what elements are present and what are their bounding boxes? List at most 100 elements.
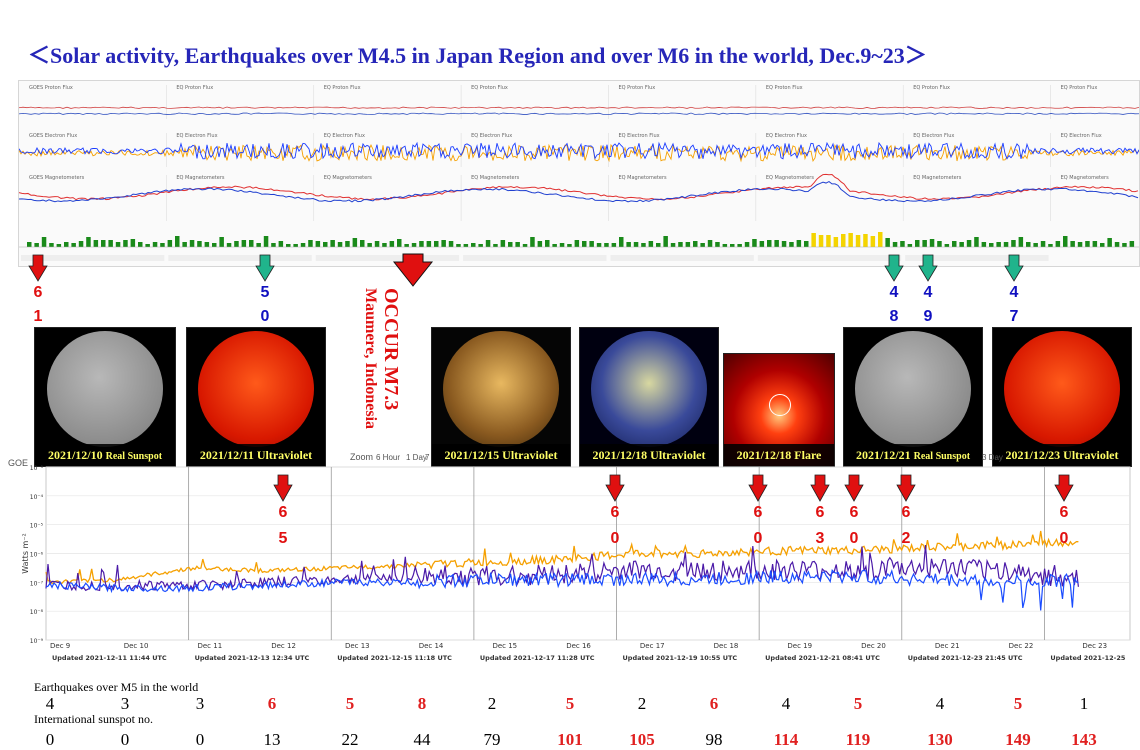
arrow-magnitude: 6 [33, 284, 43, 301]
kp-bar [656, 243, 661, 247]
panel-label: EQ Magnetometers [766, 175, 815, 181]
magnetometer-line [18, 180, 1139, 203]
x-tick-label: Dec 23 [1082, 642, 1107, 650]
kp-bar [93, 240, 99, 247]
sun-disc [198, 331, 314, 447]
kp-bar [286, 244, 291, 247]
occur-annotation: OCCUR M7.3 Maumere, Indonesia [362, 288, 432, 458]
kp-bar [1085, 241, 1090, 247]
earthquake-arrow [255, 254, 275, 282]
sun-date: 2021/12/21 [855, 448, 914, 462]
x-tick-label: Dec 21 [935, 642, 960, 650]
zoom-option[interactable]: 1 Day [406, 453, 427, 462]
arrow-magnitude: 9 [923, 308, 933, 325]
panel-label: EQ Electron Flux [766, 133, 807, 139]
kp-bar [1026, 242, 1031, 247]
earthquake-arrow [884, 254, 904, 282]
sun-kind: Ultraviolet [256, 448, 313, 462]
xray-series-line [45, 568, 1079, 611]
x-tick-label: Dec 20 [861, 642, 886, 650]
kp-bar [263, 236, 269, 247]
panel-label: GOES Magnetometers [29, 175, 85, 181]
kp-bar [1129, 241, 1135, 247]
kp-bar [323, 242, 328, 247]
x-tick-label: Dec 11 [197, 642, 222, 650]
zoom-label: Zoom [350, 452, 374, 462]
eq-count: 5 [565, 694, 575, 713]
top-arrows [28, 253, 1024, 287]
kp-bar [1048, 244, 1053, 247]
sunspot-number: 143 [1071, 730, 1097, 749]
kp-bar [907, 244, 913, 247]
kp-bar [56, 244, 62, 247]
zoom-bar[interactable]: Zoom 6 Hour 1 Day [350, 452, 440, 464]
kp-bar [352, 238, 358, 247]
kp-bar [419, 241, 424, 247]
eq-count: 5 [1013, 694, 1023, 713]
xray-earthquake-arrow: 60 [748, 474, 768, 547]
sunspot-number: 114 [773, 730, 799, 749]
sun-image: 2021/12/23 Ultraviolet [992, 327, 1132, 467]
xray-earthquake-arrow: 62 [896, 474, 916, 547]
zoom-option[interactable]: 6 Hour [376, 453, 401, 462]
kp-bar [293, 244, 298, 247]
kp-bar [485, 240, 491, 247]
kp-bar [1122, 243, 1127, 247]
kp-bar [71, 243, 76, 247]
sun-kind: Real Sunspot [105, 451, 163, 462]
kp-bar [870, 236, 876, 247]
kp-bar [500, 240, 506, 247]
kp-bar [1092, 241, 1098, 247]
kp-bar [130, 239, 136, 247]
sun-image: 2021/12/21 Real Sunspot [843, 327, 983, 467]
occur-place: Maumere, Indonesia [362, 288, 379, 430]
sun-caption: 2021/12/11 Ultraviolet [187, 444, 325, 466]
kp-bar [278, 241, 284, 247]
kp-bar [300, 243, 306, 247]
kp-bar [249, 240, 254, 247]
occur-label: OCCUR M7.3 [380, 288, 402, 411]
sun-disc [855, 331, 971, 447]
xray-arrow-magnitude: 6 [902, 504, 911, 521]
panel-footer [610, 255, 754, 261]
x-tick-label: Dec 13 [345, 642, 370, 650]
sun-disc [1004, 331, 1120, 447]
kp-bar [493, 244, 498, 247]
kp-bar [833, 237, 839, 247]
kp-bar [959, 242, 964, 247]
proton-flux-line [18, 106, 1140, 109]
sun-disc [47, 331, 163, 447]
eq-count: 4 [45, 694, 55, 713]
kp-bar [574, 240, 580, 247]
kp-bar [878, 232, 883, 247]
kp-bar [685, 242, 691, 247]
sun-image: 2021/12/10 Real Sunspot [34, 327, 176, 467]
kp-bar [315, 241, 321, 247]
kp-bar [944, 244, 950, 247]
x-tick-label: Dec 16 [566, 642, 591, 650]
updated-label: Updated 2021-12-23 21:45 UTC [908, 654, 1023, 662]
xray-arrow-magnitude: 6 [816, 504, 825, 521]
kp-bar [1040, 241, 1046, 247]
kp-bar [744, 242, 750, 247]
kp-bar [382, 243, 387, 247]
y-tick-label: 10⁻⁵ [30, 523, 44, 530]
sunspot-number: 105 [629, 730, 655, 749]
arrow-magnitude: 5 [260, 284, 270, 301]
xray-series-line [45, 545, 1079, 592]
space-weather-plots: GOES Proton Flux EQ Proton Flux EQ Proton … [18, 85, 1140, 261]
zoom-option[interactable]: 7 [425, 453, 430, 462]
kp-bar [27, 242, 32, 247]
kp-bar [226, 243, 232, 247]
kp-bar [256, 243, 261, 247]
sunspot-number: 0 [195, 730, 205, 749]
kp-bar [241, 240, 247, 247]
kp-bar [345, 241, 350, 247]
panel-footer [757, 255, 902, 261]
zoom-option[interactable]: 3 Day [982, 453, 1003, 462]
kp-bar [1114, 242, 1120, 247]
eq-count: 8 [417, 694, 427, 713]
kp-bar [989, 243, 994, 247]
kp-bar [752, 239, 757, 247]
xray-arrow-magnitude: 0 [754, 530, 763, 547]
